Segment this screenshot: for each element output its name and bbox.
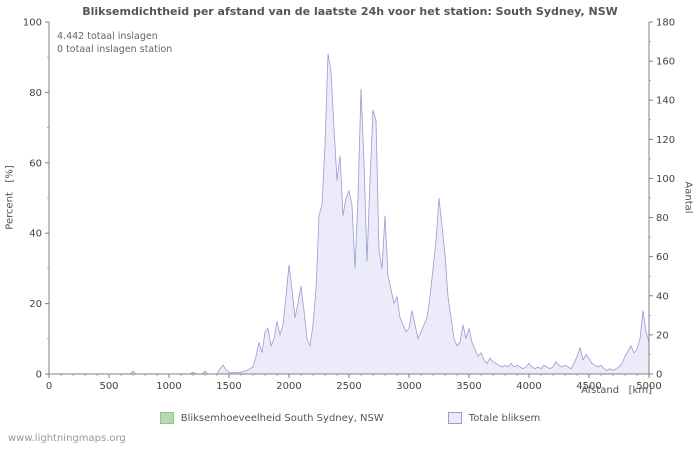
annotation-station-strikes: 0 totaal inslagen station [57, 44, 173, 55]
svg-text:60: 60 [656, 252, 669, 263]
legend-swatch-lavender [447, 412, 462, 424]
svg-text:4500: 4500 [576, 381, 601, 392]
svg-text:100: 100 [23, 18, 42, 29]
svg-text:80: 80 [29, 88, 42, 99]
svg-text:3000: 3000 [396, 381, 421, 392]
chart-title: Bliksemdichtheid per afstand van de laat… [82, 5, 618, 18]
svg-text:160: 160 [656, 57, 675, 68]
svg-text:20: 20 [656, 330, 669, 341]
x-axis-label: Afstand [km] [581, 385, 652, 396]
svg-text:140: 140 [656, 96, 675, 107]
legend-item-total-lightning: Totale bliksem [447, 412, 541, 424]
legend-label-station-amount: Bliksemhoeveelheid South Sydney, NSW [180, 412, 384, 424]
svg-text:0: 0 [36, 370, 42, 381]
chart-annotations: 4.442 totaal inslagen 0 totaal inslagen … [57, 30, 172, 56]
svg-text:3500: 3500 [456, 381, 481, 392]
svg-text:5000: 5000 [636, 381, 661, 392]
svg-text:0: 0 [656, 370, 662, 381]
svg-text:80: 80 [656, 213, 669, 224]
svg-text:120: 120 [656, 135, 675, 146]
svg-text:0: 0 [46, 381, 52, 392]
svg-text:180: 180 [656, 18, 675, 29]
svg-text:2500: 2500 [336, 381, 361, 392]
legend-item-station-amount: Bliksemhoeveelheid South Sydney, NSW [159, 412, 384, 424]
svg-text:40: 40 [29, 229, 42, 240]
svg-text:20: 20 [29, 299, 42, 310]
legend-label-total-lightning: Totale bliksem [468, 412, 541, 424]
legend-swatch-green [159, 412, 174, 424]
svg-text:1000: 1000 [156, 381, 181, 392]
svg-text:100: 100 [656, 174, 675, 185]
annotation-total-strikes: 4.442 totaal inslagen [57, 31, 158, 42]
site-watermark: www.lightningmaps.org [8, 433, 126, 444]
svg-text:60: 60 [29, 158, 42, 169]
svg-text:4000: 4000 [516, 381, 541, 392]
y-axis-label-right: Aantal [682, 181, 694, 214]
svg-text:2000: 2000 [276, 381, 301, 392]
svg-text:40: 40 [656, 291, 669, 302]
svg-text:500: 500 [99, 381, 118, 392]
svg-text:1500: 1500 [216, 381, 241, 392]
y-axis-label-left: Percent [%] [4, 165, 16, 230]
chart-legend: Bliksemhoeveelheid South Sydney, NSW Tot… [0, 412, 700, 424]
